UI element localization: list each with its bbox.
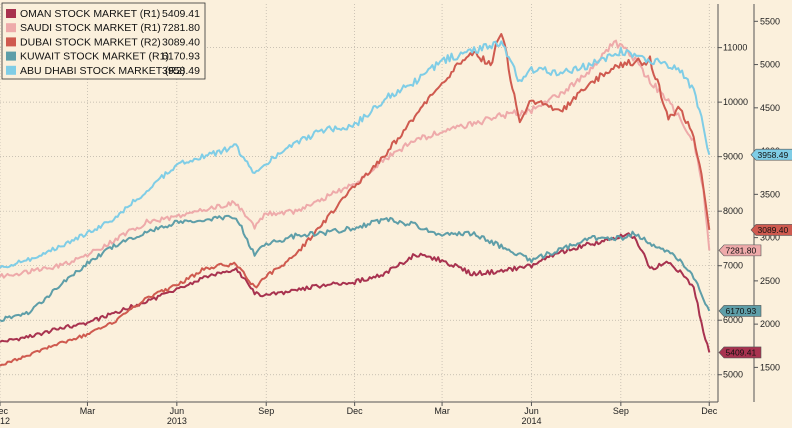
- x-tick-label: Sep: [613, 406, 629, 416]
- last-value-label-3: 6170.93: [726, 306, 757, 316]
- legend-swatch-4: [6, 65, 16, 75]
- legend-name-4: ABU DHABI STOCK MARKET (R2): [20, 65, 185, 77]
- last-value-label-1: 7281.80: [726, 246, 757, 256]
- x-tick-label: Mar: [434, 406, 450, 416]
- legend-value-3: 6170.93: [162, 51, 200, 63]
- series-line-2: [0, 33, 711, 367]
- legend-name-2: DUBAI STOCK MARKET (R2): [20, 36, 161, 48]
- last-value-label-2: 3089.40: [758, 225, 789, 235]
- r1-tick-label: 10000: [723, 97, 748, 107]
- r2-tick-label: 5000: [760, 60, 780, 70]
- legend-value-4: 3958.49: [162, 65, 200, 77]
- r2-tick-label: 3500: [760, 189, 780, 199]
- x-tick-label: Jun: [170, 406, 185, 416]
- series-lines: [0, 33, 711, 367]
- series-line-4: [0, 40, 711, 269]
- legend-value-2: 3089.40: [162, 36, 200, 48]
- r1-tick-label: 8000: [723, 206, 743, 216]
- x-year-label: 2012: [0, 416, 10, 426]
- series-line-1: [0, 39, 711, 279]
- r2-tick-label: 5500: [760, 16, 780, 26]
- legend-swatch-2: [6, 37, 16, 47]
- x-tick-label: Dec: [701, 406, 718, 416]
- x-year-label: 2013: [167, 416, 187, 426]
- last-value-tag-0: [718, 346, 762, 359]
- series-line-0: [0, 232, 711, 353]
- last-value-label-4: 3958.49: [758, 150, 789, 160]
- x-tick-label: Sep: [258, 406, 274, 416]
- legend-swatch-1: [6, 23, 16, 33]
- r1-tick-label: 6000: [723, 315, 743, 325]
- x-tick-label: Mar: [80, 406, 96, 416]
- r1-tick-label: 7000: [723, 261, 743, 271]
- last-value-tag-1: [718, 244, 762, 257]
- x-tick-label: Jun: [524, 406, 539, 416]
- r2-tick-label: 1500: [760, 362, 780, 372]
- last-value-tag-3: [718, 305, 762, 317]
- legend-swatch-3: [6, 51, 16, 61]
- x-tick-label: Dec: [347, 406, 364, 416]
- last-value-tag-2: [750, 224, 792, 236]
- r1-tick-label: 5000: [723, 370, 743, 380]
- x-tick-label: Dec: [0, 406, 8, 416]
- r2-tick-label: 2000: [760, 319, 780, 329]
- legend-value-0: 5409.41: [162, 8, 200, 20]
- r1-tick-label: 11000: [723, 43, 747, 53]
- legend-box: [1, 2, 206, 80]
- r1-tick-label: 9000: [723, 152, 743, 162]
- legend-swatch-0: [6, 9, 16, 18]
- legend-name-1: SAUDI STOCK MARKET (R1): [20, 22, 161, 34]
- x-year-label: 2014: [521, 416, 541, 426]
- last-value-tags: 5409.41 7281.80 3089.40 6170.93 3958.49: [718, 148, 792, 359]
- legend-name-0: OMAN STOCK MARKET (R1): [20, 8, 160, 20]
- last-value-tag-4: [750, 148, 792, 161]
- legend-value-1: 7281.80: [162, 22, 200, 34]
- last-value-label-0: 5409.41: [726, 348, 757, 358]
- r2-tick-label: 4500: [760, 103, 780, 113]
- r2-tick-label: 3000: [760, 233, 780, 243]
- r2-tick-label: 2500: [760, 276, 780, 286]
- legend-name-3: KUWAIT STOCK MARKET (R1): [20, 51, 169, 63]
- series-line-3: [0, 214, 711, 323]
